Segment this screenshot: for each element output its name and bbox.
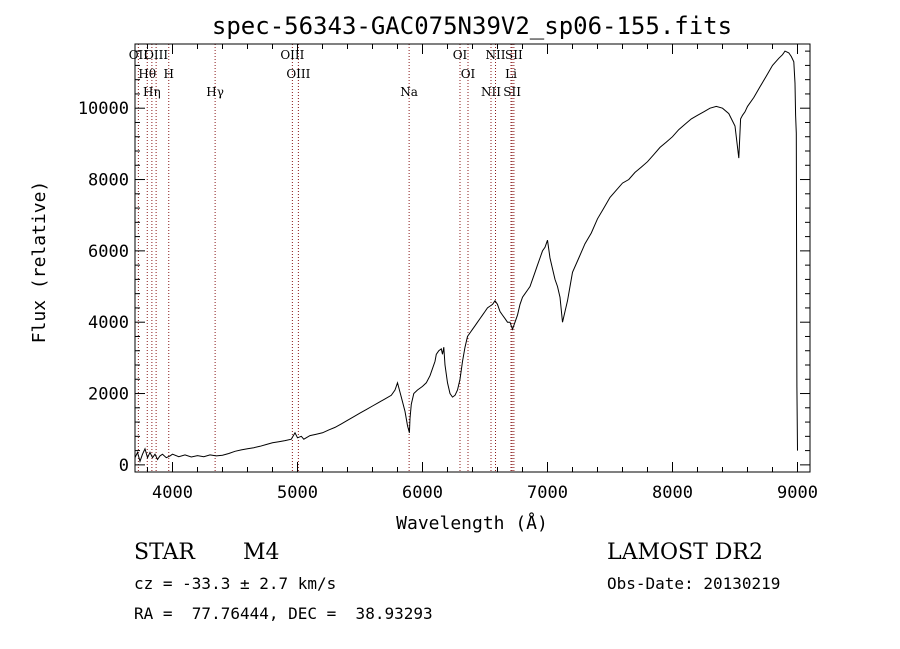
chart-title: spec-56343-GAC075N39V2_sp06-155.fits — [212, 12, 732, 40]
y-tick-label: 10000 — [78, 99, 129, 119]
emission-line-label: OIII — [286, 67, 310, 81]
emission-line-label: OI — [453, 48, 468, 62]
object-subclass: M4 — [243, 540, 280, 565]
emission-line-label: Hγ — [206, 85, 224, 99]
emission-line-label: SII — [503, 85, 521, 99]
plot-frame — [134, 43, 811, 473]
redshift-text: cz = -33.3 ± 2.7 km/s — [134, 574, 337, 593]
y-tick-label: 0 — [119, 456, 129, 476]
x-tick-labels: 4000 5000 6000 7000 8000 9000 — [152, 483, 818, 503]
emission-line-label: Na — [400, 85, 418, 99]
emission-line-label: Hη — [143, 85, 161, 99]
y-tick-label: 4000 — [88, 313, 129, 333]
x-tick-label: 4000 — [152, 483, 193, 503]
emission-line-label: OIII — [280, 48, 304, 62]
emission-line-label: H — [164, 67, 174, 81]
emission-line-markers — [137, 44, 515, 472]
y-tick-label: 2000 — [88, 385, 129, 405]
emission-line-labels: OII Hθ Hη OIII H Hγ OIII OIII Na OI OI NII NII Li SII S… — [129, 48, 523, 99]
x-tick-label: 6000 — [402, 483, 443, 503]
emission-line-label: Li — [505, 67, 517, 81]
axis-ticks — [135, 44, 810, 472]
spectrum-series-line — [134, 50, 798, 463]
emission-line-label: OII — [129, 48, 149, 62]
emission-line-label: Hθ — [138, 67, 156, 81]
y-tick-labels: 0 2000 4000 6000 8000 10000 — [78, 99, 129, 476]
object-class: STAR — [134, 540, 195, 565]
emission-line-label: NII — [486, 48, 506, 62]
x-tick-label: 5000 — [277, 483, 318, 503]
y-tick-label: 6000 — [88, 242, 129, 262]
y-axis-label: Flux (relative) — [29, 181, 50, 344]
x-tick-label: 7000 — [527, 483, 568, 503]
emission-line-label: OI — [461, 67, 476, 81]
x-tick-label: 8000 — [652, 483, 693, 503]
emission-line-label: SII — [505, 48, 523, 62]
survey-name: LAMOST DR2 — [607, 540, 763, 565]
emission-line-label: OIII — [144, 48, 168, 62]
emission-line-label: NII — [481, 85, 501, 99]
x-tick-label: 9000 — [777, 483, 818, 503]
observation-date: Obs-Date: 20130219 — [607, 574, 781, 593]
x-axis-label: Wavelength (Å) — [396, 512, 548, 534]
coordinates-text: RA = 77.76444, DEC = 38.93293 — [134, 604, 433, 623]
y-tick-label: 8000 — [88, 171, 129, 191]
